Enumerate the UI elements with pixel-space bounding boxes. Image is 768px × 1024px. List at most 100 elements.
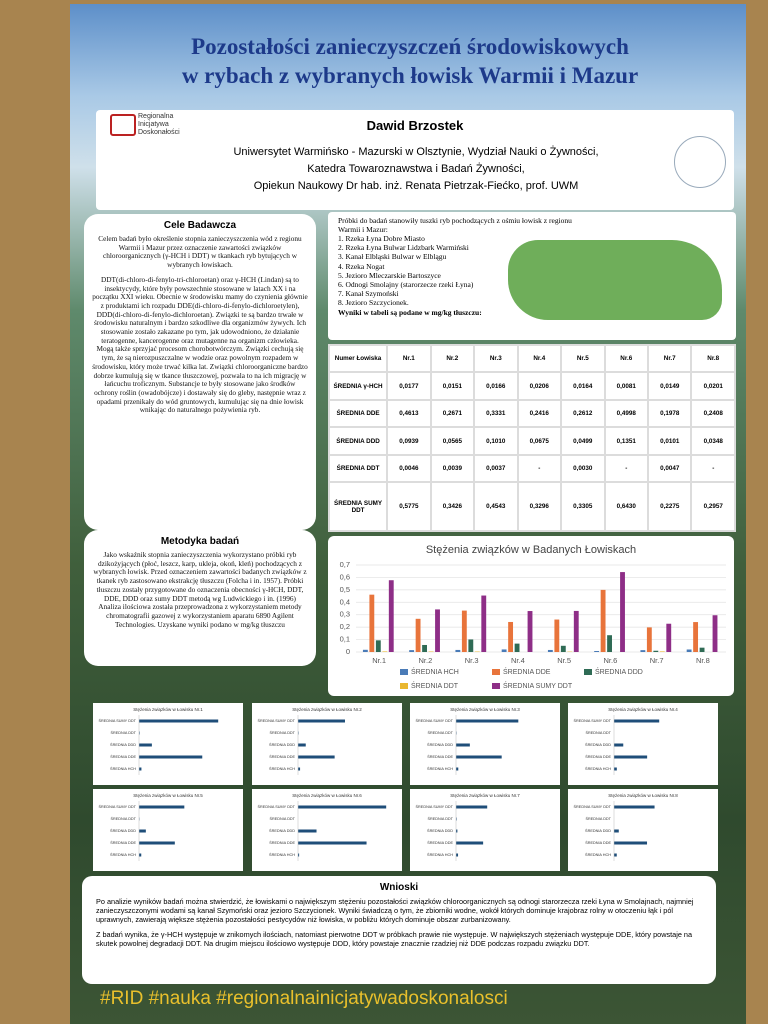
x-tick-label: Nr.2 <box>418 656 432 665</box>
small-bar <box>614 805 655 809</box>
university-logo <box>674 136 726 188</box>
small-bar <box>139 805 185 809</box>
small-bar <box>614 853 617 857</box>
table-cell: - <box>690 453 736 484</box>
section-title: Cele Badawcza <box>163 220 237 231</box>
small-chart-label: ŚREDNIA SUMY DDT <box>416 804 454 809</box>
small-chart-label: ŚREDNIA DDD <box>585 742 611 747</box>
table-row: Numer Łowiska Nr.1 Nr.2 Nr.3 Nr.4 Nr.5 Nr.6 Nr.… <box>327 343 736 374</box>
small-chart-label: ŚREDNIA DDT <box>585 730 611 735</box>
table-cell: 0,0939 <box>386 426 432 456</box>
small-chart-label: ŚREDNIA DDT <box>110 730 136 735</box>
y-tick-label: 0,1 <box>340 635 350 644</box>
bar <box>712 615 718 652</box>
sample-item: 3. Kanał Elbląski Bulwar w Elblągu <box>338 252 447 262</box>
hashtags: #RID #nauka #regionalnainicjatywadoskona… <box>100 988 508 1009</box>
goals-box: Cele Badawcza Celem badań było określeni… <box>84 214 316 530</box>
small-chart-label: ŚREDNIA SUMY DDT <box>416 718 454 723</box>
small-bar <box>139 841 175 845</box>
sample-item: 8. Jezioro Szczycionek. <box>338 298 409 308</box>
small-chart-label: ŚREDNIA HCH <box>585 766 611 771</box>
small-chart-label: ŚREDNIA DDT <box>269 730 295 735</box>
small-chart-label: ŚREDNIA DDE <box>585 840 611 845</box>
bar <box>435 609 440 652</box>
methods-box: Metodyka badań Jako wskaźnik stopnia zan… <box>84 530 316 666</box>
legend-swatch <box>492 669 500 675</box>
logo-mark <box>110 114 136 136</box>
small-chart-label: ŚREDNIA DDD <box>269 828 295 833</box>
bar <box>527 611 533 652</box>
bar <box>461 610 467 652</box>
logo-line: Inicjatywa <box>138 121 169 128</box>
small-chart-label: ŚREDNIA HCH <box>585 852 611 857</box>
poster-title: Pozostałości zanieczyszczeń środowiskowy… <box>191 34 629 59</box>
bar <box>481 595 487 652</box>
map <box>508 240 722 320</box>
small-bar <box>456 743 470 747</box>
table-header-cell: Nr.6 <box>603 343 650 374</box>
small-bar <box>298 719 345 723</box>
table-cell: 0,1978 <box>646 398 693 429</box>
small-chart-title: Stężenia związków w Łowisku Nr.7 <box>450 793 520 798</box>
small-chart-label: ŚREDNIA DDE <box>110 840 136 845</box>
small-bar <box>614 767 617 771</box>
table-cell: 0,0201 <box>690 371 736 401</box>
legend-label: ŚREDNIA SUMY DDT <box>503 681 573 690</box>
small-bar <box>614 719 660 723</box>
chart-title: Stężenia związków w Badanych Łowiskach <box>426 544 636 556</box>
small-chart-box <box>410 703 560 785</box>
small-chart-label: ŚREDNIA SUMY DDT <box>258 804 296 809</box>
paragraph: Celem badań było określenie stopnia zani… <box>98 234 302 270</box>
table-header-cell: Nr.4 <box>516 343 563 374</box>
small-bar <box>298 829 317 833</box>
bar <box>560 645 566 652</box>
table-cell: 0,0101 <box>646 426 693 456</box>
small-bar <box>614 755 648 759</box>
conclusions-box: Wnioski Po analizie wyników badań można … <box>82 876 716 984</box>
small-bar <box>298 731 299 735</box>
small-bar <box>298 767 301 771</box>
bar <box>554 619 560 652</box>
small-chart-box <box>252 789 402 871</box>
table-cell: 0,4543 <box>473 481 519 532</box>
legend-label: ŚREDNIA DDE <box>503 667 551 676</box>
table-cell: ŚREDNIA DDT <box>327 453 389 484</box>
small-bar <box>456 767 459 771</box>
paragraph: Z badań wynika, że γ-HCH występuje w zni… <box>96 930 693 948</box>
samples-intro: Próbki do badań stanowiły tuszki ryb poc… <box>338 216 572 234</box>
table-cell: 0,0151 <box>429 371 476 401</box>
x-tick-label: Nr.4 <box>511 656 525 665</box>
small-chart-label: ŚREDNIA SUMY DDT <box>258 718 296 723</box>
paragraph: Jako wskaźnik stopnia zanieczyszczenia w… <box>93 550 307 629</box>
title-block: Pozostałości zanieczyszczeń środowiskowy… <box>80 32 740 90</box>
bar <box>573 610 579 652</box>
table-cell: 0,0046 <box>386 453 432 484</box>
x-tick-label: Nr.6 <box>603 656 617 665</box>
x-tick-label: Nr.5 <box>557 656 571 665</box>
table-cell: 0,4998 <box>603 398 650 429</box>
table-cell: 0,1351 <box>603 426 650 456</box>
table-cell: ŚREDNIA DDE <box>327 398 389 429</box>
bar <box>468 639 474 652</box>
logo-line: Regionalna <box>138 113 174 120</box>
affiliation-line: Katedra Towaroznawstwa i Badań Żywności, <box>307 163 525 175</box>
section-title: Metodyka badań <box>160 536 240 547</box>
bar <box>653 650 659 652</box>
small-chart-label: ŚREDNIA DDE <box>427 840 453 845</box>
small-chart-box <box>568 703 718 785</box>
table-cell: 0,2957 <box>690 481 736 532</box>
table-header-cell: Nr.1 <box>386 343 432 374</box>
legend-swatch <box>400 669 408 675</box>
small-bar <box>456 805 488 809</box>
small-bar <box>456 853 459 857</box>
sample-item: 5. Jezioro Mleczarskie Bartoszyce <box>338 270 441 280</box>
small-chart-title: Stężenia związków w Łowisku Nr.3 <box>450 707 520 712</box>
bar <box>547 649 553 652</box>
y-tick-label: 0,6 <box>340 572 350 581</box>
table-cell: 0,2612 <box>560 398 606 429</box>
sample-item: 2. Rzeka Łyna Bulwar Lidzbark Warmiński <box>338 243 469 253</box>
small-chart-label: ŚREDNIA DDD <box>269 742 295 747</box>
legend-swatch <box>584 669 592 675</box>
poster-title: w rybach z wybranych łowisk Warmii i Maz… <box>181 63 639 88</box>
